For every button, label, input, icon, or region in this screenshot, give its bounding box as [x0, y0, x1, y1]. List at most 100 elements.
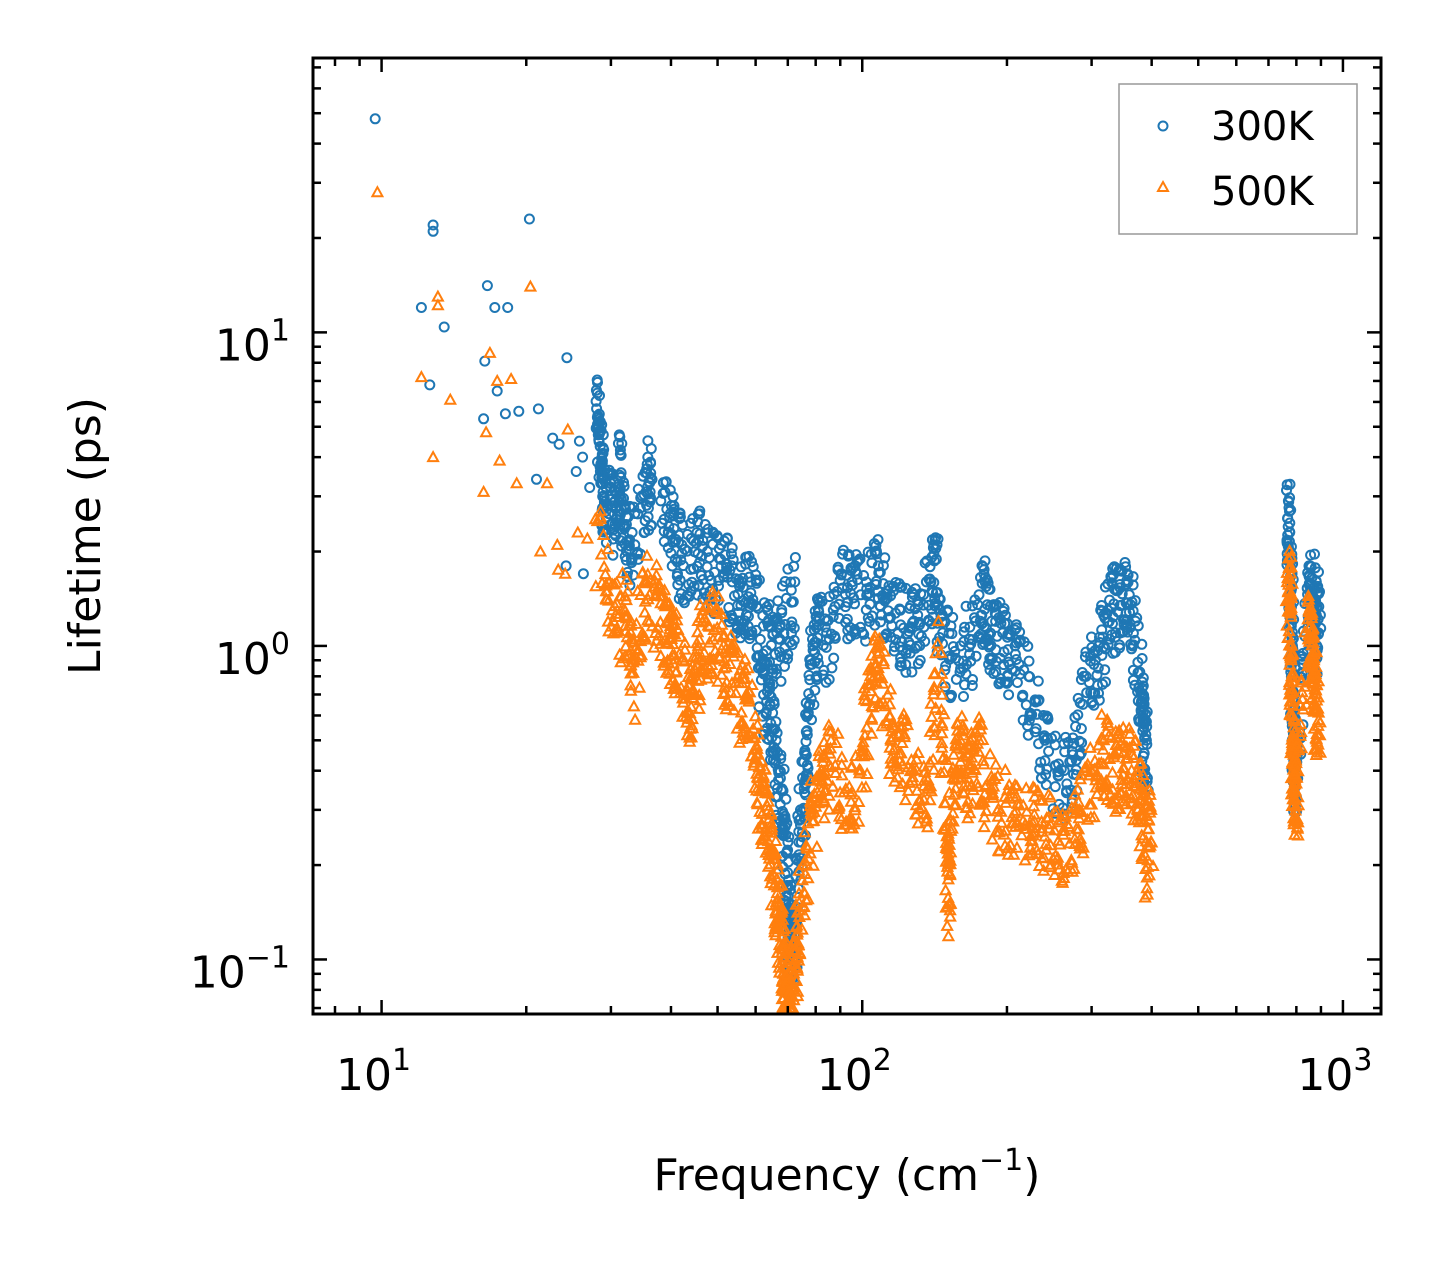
point-500K-108 — [601, 542, 615, 555]
point-300K-902 — [870, 579, 882, 590]
point-500K-1002 — [944, 896, 958, 909]
point-500K-777 — [822, 758, 836, 771]
point-500K-920 — [908, 807, 923, 820]
point-300K-1064 — [939, 616, 951, 628]
point-500K-888 — [901, 783, 916, 796]
point-500K-1436 — [1280, 565, 1294, 578]
point-500K-1250 — [1073, 802, 1087, 815]
point-500K-292 — [682, 678, 696, 691]
point-300K-1406 — [1127, 639, 1139, 651]
point-500K-170 — [628, 712, 642, 725]
x-tick-labels: 101 102 103 — [336, 1043, 1372, 1101]
point-500K-864 — [871, 661, 885, 674]
point-300K-560 — [764, 621, 776, 633]
point-500K-1340 — [1116, 760, 1130, 773]
point-500K-849 — [877, 644, 892, 657]
point-300K-627 — [770, 716, 782, 728]
point-300K-554 — [785, 584, 797, 596]
point-500K-929 — [913, 793, 927, 806]
point-300K-1379 — [1127, 627, 1139, 639]
point-500K-1275 — [1083, 740, 1097, 753]
point-500K-921 — [921, 820, 935, 833]
point-300K-578 — [753, 701, 765, 713]
point-500K-951 — [927, 680, 941, 693]
point-300K-345 — [679, 543, 691, 555]
point-300K-255 — [620, 545, 632, 557]
point-500K-1569 — [1294, 673, 1308, 686]
point-500K-9 — [490, 373, 504, 386]
point-300K-1236 — [1050, 760, 1062, 772]
point-500K-154 — [623, 678, 638, 691]
y-tick-label-1: 100 — [215, 627, 290, 685]
point-500K-1620 — [1306, 696, 1321, 709]
point-500K-956 — [935, 687, 949, 700]
point-300K-1442 — [1136, 676, 1148, 688]
point-300K-275 — [632, 546, 643, 558]
point-500K-1012 — [944, 813, 958, 826]
point-300K-771 — [799, 745, 811, 757]
point-300K-331 — [675, 554, 687, 566]
point-500K-1231 — [1058, 809, 1073, 822]
point-500K-489 — [756, 774, 770, 787]
point-300K-561 — [774, 619, 786, 631]
point-300K-386 — [697, 534, 709, 546]
point-500K-304 — [692, 701, 706, 714]
point-500K-986 — [940, 918, 954, 931]
point-300K-1415 — [1136, 653, 1148, 664]
point-300K-1396 — [1122, 576, 1134, 588]
point-500K-708 — [803, 846, 817, 859]
point-500K-376 — [719, 702, 733, 715]
point-500K-1371 — [1125, 795, 1139, 808]
point-500K-487 — [755, 820, 769, 833]
point-500K-860 — [872, 695, 886, 708]
point-300K-1223 — [1033, 738, 1045, 750]
point-500K-1406 — [1138, 848, 1153, 861]
point-500K-709 — [797, 908, 812, 921]
point-500K-441 — [741, 690, 755, 703]
point-500K-1627 — [1309, 645, 1324, 658]
point-300K-468 — [745, 587, 757, 599]
point-500K-730 — [805, 801, 820, 814]
point-300K-1478 — [1281, 479, 1293, 491]
point-500K-1078 — [965, 796, 980, 809]
point-300K-738 — [793, 814, 805, 826]
point-500K-972 — [934, 765, 948, 778]
point-300K-584 — [764, 656, 775, 668]
point-300K-890 — [848, 592, 859, 604]
point-500K-1107 — [976, 732, 990, 745]
point-500K-1102 — [977, 810, 992, 823]
point-500K-1478 — [1282, 675, 1297, 688]
point-300K-1071 — [960, 600, 972, 612]
point-300K-1267 — [1064, 756, 1076, 768]
point-500K-1272 — [1085, 765, 1099, 778]
point-300K-998 — [919, 635, 931, 647]
point-500K-895 — [894, 746, 908, 759]
point-500K-1339 — [1116, 767, 1130, 780]
point-300K-1283 — [1075, 723, 1087, 735]
point-300K-385 — [696, 541, 708, 553]
point-300K-8 — [481, 280, 493, 292]
point-300K-583 — [760, 708, 772, 720]
point-500K-1283 — [1084, 797, 1099, 810]
point-300K-1120 — [978, 620, 990, 632]
point-500K-1226 — [1067, 861, 1081, 874]
point-300K-1 — [415, 302, 427, 313]
point-500K-1213 — [1055, 875, 1070, 888]
point-500K-499 — [764, 822, 779, 835]
point-500K-358 — [703, 601, 718, 614]
point-300K-549 — [774, 646, 786, 658]
point-500K-808 — [860, 766, 874, 779]
point-500K-1237 — [1065, 855, 1079, 868]
point-500K-607 — [783, 1027, 793, 1036]
point-500K-1171 — [1018, 821, 1032, 834]
point-500K-551 — [770, 871, 784, 884]
point-500K-1106 — [977, 757, 991, 770]
point-300K-909 — [870, 540, 882, 552]
point-500K-490 — [758, 786, 773, 799]
point-500K-180 — [627, 699, 641, 712]
point-300K-1312 — [1099, 664, 1111, 676]
point-500K-117 — [600, 584, 615, 597]
point-500K-689 — [790, 963, 805, 976]
point-500K-1452 — [1285, 576, 1299, 589]
point-300K-847 — [827, 611, 839, 623]
